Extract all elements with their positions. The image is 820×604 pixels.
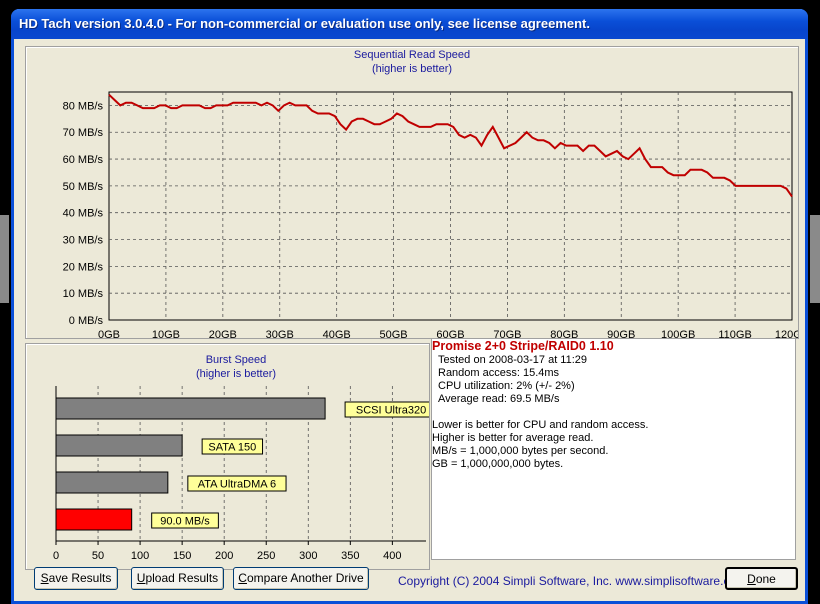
done-label: one: [755, 572, 776, 586]
app-window: HD Tach version 3.0.4.0 - For non-commer…: [11, 9, 808, 604]
save-results-label: ave Results: [48, 571, 112, 585]
results-info-panel: Promise 2+0 Stripe/RAID0 1.10 Tested on …: [431, 338, 796, 560]
burst-bar-label-box: [151, 512, 219, 529]
seq-x-tick-label: 40GB: [323, 329, 351, 338]
seq-chart-title: Sequential Read Speed: [353, 49, 471, 61]
burst-x-tick-label: 200: [215, 550, 233, 562]
burst-x-tick-label: 400: [383, 550, 401, 562]
burst-x-tick-label: 50: [92, 550, 104, 562]
sequential-chart-panel: Sequential Read Speed (higher is better)…: [25, 46, 799, 339]
burst-chart-panel: Burst Speed (higher is better) 0 50 100 150…: [25, 343, 430, 570]
upload-results-label: pload Results: [145, 571, 219, 585]
seq-x-tick-label: 0GB: [98, 329, 120, 338]
seq-y-tick-label: 10 MB/s: [63, 288, 104, 300]
burst-bar-label-box: [187, 475, 287, 492]
burst-bar-label: 90.0 MB/s: [160, 516, 210, 528]
drive-name: Promise 2+0 Stripe/RAID0 1.10: [432, 339, 614, 353]
seq-y-tick-label: 30 MB/s: [63, 235, 104, 247]
seq-y-tick-label: 40 MB/s: [63, 208, 104, 220]
seq-x-tick-label: 90GB: [607, 329, 635, 338]
save-results-button[interactable]: Save Results: [34, 567, 118, 590]
upload-results-mnemonic: U: [136, 571, 146, 585]
seq-x-tick-label: 70GB: [493, 329, 521, 338]
seq-y-tick-label: 0 MB/s: [69, 315, 104, 327]
compare-mnemonic: C: [238, 571, 247, 585]
seq-x-tick-label: 80GB: [550, 329, 578, 338]
save-results-mnemonic: S: [40, 571, 49, 585]
burst-x-tick-label: 300: [299, 550, 317, 562]
burst-x-tick-label: 350: [341, 550, 359, 562]
burst-x-tick-label: 250: [257, 550, 275, 562]
desktop-edge-left: [0, 215, 9, 303]
compare-label: ompare Another Drive: [246, 571, 364, 585]
seq-x-tick-label: 20GB: [209, 329, 237, 338]
burst-bar-label: SCSI Ultra320: [356, 405, 426, 417]
desktop-edge-right: [810, 215, 820, 303]
window-title: HD Tach version 3.0.4.0 - For non-commer…: [19, 16, 590, 31]
seq-x-tick-label: 110GB: [718, 329, 751, 338]
cpu-utilization: CPU utilization: 2% (+/- 2%): [438, 380, 575, 392]
upload-results-button[interactable]: Upload Results: [131, 567, 224, 590]
seq-x-tick-label: 50GB: [380, 329, 408, 338]
burst-bar: [55, 471, 169, 494]
burst-x-tick-label: 0: [53, 550, 59, 562]
random-access: Random access: 15.4ms: [438, 367, 560, 379]
seq-x-tick-label: 100GB: [661, 329, 695, 338]
seq-x-tick-label: 30GB: [266, 329, 294, 338]
note-gb-definition: GB = 1,000,000,000 bytes.: [432, 458, 564, 470]
seq-x-tick-label: 120GB: [775, 329, 798, 338]
done-button[interactable]: Done: [725, 567, 798, 590]
burst-bar: [55, 508, 133, 531]
note-lower-better: Lower is better for CPU and random acces…: [432, 419, 649, 431]
seq-y-tick-label: 50 MB/s: [63, 181, 104, 193]
title-bar[interactable]: HD Tach version 3.0.4.0 - For non-commer…: [11, 9, 808, 39]
burst-chart-subtitle: (higher is better): [195, 368, 277, 380]
seq-x-tick-label: 10GB: [152, 329, 180, 338]
seq-y-tick-label: 70 MB/s: [63, 127, 104, 139]
burst-bar-label-box: [344, 401, 429, 418]
tested-on: Tested on 2008-03-17 at 11:29: [438, 354, 588, 366]
seq-y-tick-label: 60 MB/s: [63, 154, 104, 166]
compare-another-drive-button[interactable]: Compare Another Drive: [233, 567, 369, 590]
seq-read-series-line: [108, 93, 793, 198]
seq-chart-subtitle: (higher is better): [371, 63, 453, 75]
burst-bar-label: ATA UltraDMA 6: [198, 479, 276, 491]
burst-bar-label-box: [201, 438, 264, 455]
note-mbs-definition: MB/s = 1,000,000 bytes per second.: [432, 445, 609, 457]
burst-bar: [55, 397, 326, 420]
burst-chart-title: Burst Speed: [205, 354, 267, 366]
seq-y-tick-label: 80 MB/s: [63, 100, 104, 112]
burst-bar-label: SATA 150: [208, 442, 256, 454]
burst-speed-chart: 0 50 100 150 200 250 300 350 400 SCSI Ultra320 SAT…: [53, 386, 429, 562]
burst-bar: [55, 434, 183, 457]
burst-x-tick-label: 150: [173, 550, 191, 562]
done-mnemonic: D: [747, 572, 756, 586]
copyright-link[interactable]: Copyright (C) 2004 Simpli Software, Inc.…: [398, 574, 747, 588]
seq-x-tick-label: 60GB: [436, 329, 464, 338]
average-read: Average read: 69.5 MB/s: [438, 393, 560, 405]
seq-y-tick-label: 20 MB/s: [63, 261, 104, 273]
burst-x-tick-label: 100: [131, 550, 149, 562]
note-higher-better: Higher is better for average read.: [432, 432, 594, 444]
sequential-read-chart: 0GB 10GB 20GB 30GB 40GB 50GB 60GB 70GB 80GB 90GB 1…: [63, 91, 798, 338]
